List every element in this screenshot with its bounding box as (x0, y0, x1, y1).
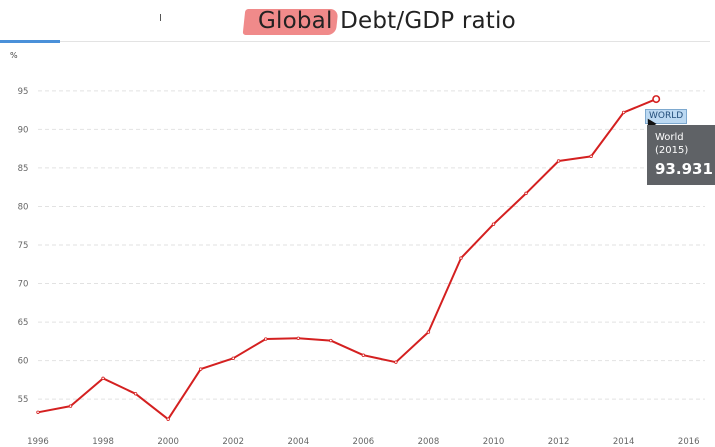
data-point[interactable] (491, 222, 496, 226)
x-tick-label: 2004 (287, 437, 309, 447)
title-highlight: Global (258, 8, 333, 34)
data-point[interactable] (101, 376, 105, 381)
data-point[interactable] (264, 337, 268, 341)
x-tick-label: 2002 (222, 437, 244, 447)
gridlines (38, 90, 705, 400)
x-tick-label: 2008 (418, 437, 440, 447)
x-tick-label: 2012 (548, 437, 570, 447)
data-point[interactable] (231, 356, 235, 361)
y-tick-label: 65 (18, 318, 29, 328)
data-point[interactable] (621, 110, 626, 115)
tooltip-value: 93.931 (655, 160, 713, 178)
data-point[interactable] (361, 353, 366, 357)
data-point[interactable] (296, 336, 300, 340)
x-tick-label: 2006 (353, 437, 375, 447)
data-point[interactable] (556, 159, 561, 163)
series-tag: WORLD (645, 109, 688, 124)
y-tick-label: 60 (18, 357, 29, 367)
data-point[interactable] (133, 392, 138, 396)
header-divider (60, 41, 710, 42)
x-axis-ticks: 1996 1998 2000 2002 2004 2006 2008 2010 2012 2014… (27, 437, 699, 447)
x-tick-label: 2010 (483, 437, 505, 447)
y-axis-unit: % (10, 51, 18, 60)
y-tick-label: 85 (18, 164, 29, 174)
data-point[interactable] (394, 360, 398, 364)
x-tick-label: 1996 (27, 437, 49, 447)
data-point[interactable] (36, 410, 40, 414)
active-tab-indicator[interactable] (0, 40, 60, 43)
data-point[interactable] (68, 404, 73, 408)
chart-title: Global Debt/GDP ratio (258, 8, 516, 34)
data-point[interactable] (589, 154, 593, 159)
y-tick-label: 90 (18, 125, 29, 135)
y-axis-ticks: 55 60 65 70 75 80 85 90 95 (18, 87, 29, 405)
y-tick-label: 95 (18, 87, 29, 97)
title-text: Debt/GDP ratio (332, 8, 516, 34)
data-point[interactable] (166, 417, 170, 421)
title-bar: Global Debt/GDP ratio (0, 0, 715, 43)
highlighted-data-point[interactable] (652, 95, 661, 104)
data-point[interactable] (198, 367, 203, 371)
y-tick-label: 80 (18, 202, 29, 212)
divider-mark (160, 14, 161, 21)
tooltip-year: (2015) (655, 145, 689, 156)
x-tick-label: 2000 (157, 437, 179, 447)
data-point[interactable] (459, 256, 463, 260)
y-tick-label: 55 (18, 395, 29, 405)
series-world[interactable] (36, 95, 661, 421)
tooltip-series: World (655, 132, 684, 143)
data-point[interactable] (524, 191, 528, 196)
data-point[interactable] (329, 338, 333, 343)
series-line[interactable] (37, 98, 657, 421)
tooltip: World (2015) 93.931 (647, 125, 715, 185)
x-tick-label: 1998 (92, 437, 114, 447)
x-tick-label: 2014 (613, 437, 635, 447)
y-tick-label: 75 (18, 241, 29, 251)
x-tick-label: 2016 (678, 437, 700, 447)
data-point[interactable] (426, 330, 431, 334)
y-tick-label: 70 (18, 280, 29, 290)
